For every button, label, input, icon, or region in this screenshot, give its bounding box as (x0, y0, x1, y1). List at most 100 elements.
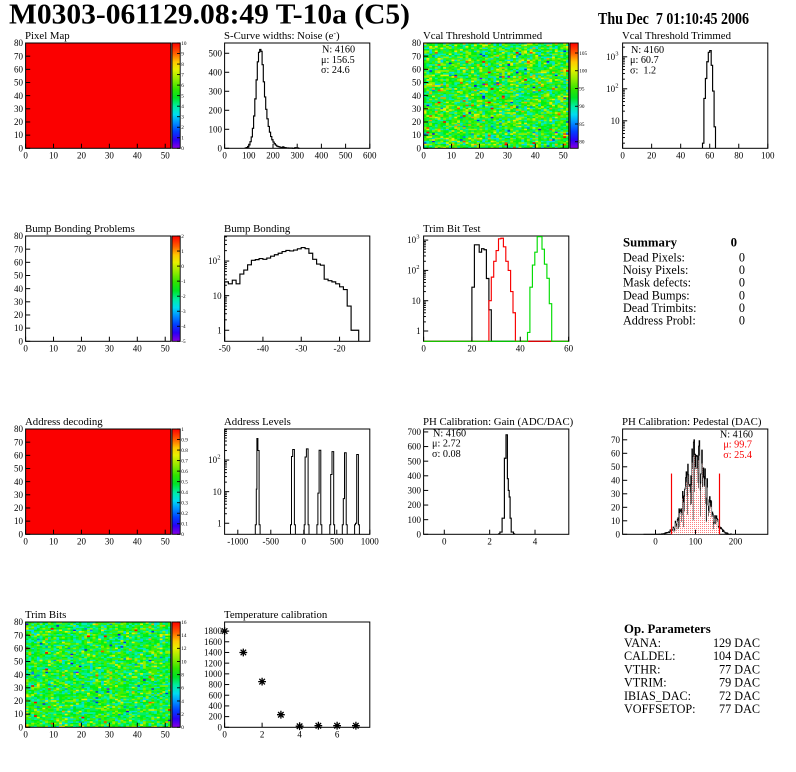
svg-text:N: 4160: N: 4160 (433, 429, 466, 440)
svg-text:100: 100 (579, 69, 587, 75)
svg-text:80: 80 (14, 231, 24, 241)
svg-text:200: 200 (408, 500, 422, 510)
svg-text:20: 20 (77, 151, 87, 161)
svg-text:VTRIM:: VTRIM: (624, 676, 667, 690)
svg-text:0: 0 (23, 151, 28, 161)
svg-text:1200: 1200 (204, 658, 223, 668)
svg-text:Pixel Map: Pixel Map (25, 30, 70, 42)
svg-text:Bump Bonding Problems: Bump Bonding Problems (25, 223, 135, 235)
svg-text:1: 1 (416, 326, 421, 336)
svg-text:0: 0 (417, 143, 422, 153)
svg-text:Thu Dec 7 01:10:45 2006: Thu Dec 7 01:10:45 2006 (598, 9, 749, 28)
svg-text:0: 0 (181, 725, 184, 731)
svg-text:4: 4 (181, 104, 184, 110)
svg-text:100: 100 (242, 151, 256, 161)
svg-text:600: 600 (408, 442, 422, 452)
svg-text:Summary: Summary (623, 236, 678, 250)
svg-text:0.7: 0.7 (181, 458, 188, 464)
svg-text:10: 10 (412, 296, 422, 306)
svg-text:1: 1 (181, 427, 184, 433)
svg-text:60: 60 (14, 643, 24, 653)
svg-text:200: 200 (209, 712, 223, 722)
svg-text:30: 30 (105, 344, 115, 354)
svg-text:40: 40 (133, 151, 143, 161)
svg-text:0: 0 (739, 288, 745, 302)
svg-text:70: 70 (14, 630, 24, 640)
svg-text:60: 60 (412, 64, 422, 74)
svg-text:30: 30 (611, 489, 621, 499)
svg-text:Temperature calibration: Temperature calibration (224, 609, 328, 621)
svg-text:1800: 1800 (204, 626, 223, 636)
svg-text:600: 600 (209, 690, 223, 700)
svg-text:20: 20 (475, 151, 485, 161)
svg-text:80: 80 (734, 151, 744, 161)
svg-text:400: 400 (209, 701, 223, 711)
svg-text:-50: -50 (219, 344, 231, 354)
svg-text:400: 400 (209, 67, 223, 77)
svg-text:9: 9 (181, 51, 184, 57)
svg-text:0: 0 (19, 722, 24, 732)
svg-text:1: 1 (217, 518, 222, 528)
svg-text:1: 1 (217, 325, 222, 335)
svg-text:40: 40 (14, 670, 24, 680)
svg-text:10: 10 (611, 516, 621, 526)
svg-text:40: 40 (516, 344, 526, 354)
svg-text:-30: -30 (295, 344, 307, 354)
svg-text:-1000: -1000 (227, 537, 248, 547)
svg-text:40: 40 (133, 730, 143, 740)
svg-text:0: 0 (181, 146, 184, 152)
svg-text:μ: 2.72: μ: 2.72 (432, 439, 461, 450)
svg-text:100: 100 (761, 151, 775, 161)
svg-text:0: 0 (19, 143, 24, 153)
svg-text:-2: -2 (181, 294, 186, 300)
svg-text:400: 400 (408, 471, 422, 481)
svg-text:20: 20 (77, 730, 87, 740)
svg-text:100: 100 (689, 537, 703, 547)
svg-text:77 DAC: 77 DAC (719, 662, 760, 676)
svg-text:0: 0 (739, 301, 745, 315)
svg-text:2: 2 (416, 264, 419, 271)
svg-text:0: 0 (19, 336, 24, 346)
svg-text:30: 30 (14, 104, 24, 114)
svg-text:10: 10 (213, 487, 223, 497)
svg-text:70: 70 (611, 435, 621, 445)
svg-text:50: 50 (559, 151, 569, 161)
svg-text:4: 4 (533, 537, 538, 547)
svg-text:3: 3 (615, 50, 618, 57)
svg-text:PH Calibration: Gain (ADC/DAC): PH Calibration: Gain (ADC/DAC) (423, 416, 574, 428)
svg-text:-3: -3 (181, 309, 186, 315)
svg-text:60: 60 (705, 151, 715, 161)
svg-text:20: 20 (412, 117, 422, 127)
svg-text:10: 10 (606, 84, 616, 94)
svg-text:Vcal Threshold Untrimmed: Vcal Threshold Untrimmed (423, 30, 543, 42)
svg-text:20: 20 (647, 151, 657, 161)
svg-text:200: 200 (729, 537, 743, 547)
svg-text:50: 50 (14, 657, 24, 667)
svg-text:40: 40 (14, 91, 24, 101)
svg-text:N: 4160: N: 4160 (322, 45, 355, 56)
svg-text:0.1: 0.1 (181, 522, 188, 528)
svg-text:10: 10 (412, 130, 422, 140)
svg-text:0: 0 (181, 532, 184, 538)
svg-text:40: 40 (14, 284, 24, 294)
svg-text:Op. Parameters: Op. Parameters (624, 622, 711, 636)
svg-text:0: 0 (739, 251, 745, 265)
svg-text:μ: 60.7: μ: 60.7 (630, 55, 659, 66)
svg-text:80: 80 (412, 38, 422, 48)
svg-text:-5: -5 (181, 339, 186, 345)
svg-text:2: 2 (260, 730, 265, 740)
svg-text:0.9: 0.9 (181, 437, 188, 443)
svg-text:σ: 1.2: σ: 1.2 (630, 65, 656, 76)
svg-text:0: 0 (421, 344, 426, 354)
svg-text:500: 500 (408, 456, 422, 466)
svg-text:50: 50 (412, 78, 422, 88)
svg-text:40: 40 (676, 151, 686, 161)
svg-text:30: 30 (503, 151, 513, 161)
svg-text:105: 105 (579, 51, 587, 57)
svg-text:0: 0 (222, 730, 227, 740)
svg-text:600: 600 (363, 151, 377, 161)
svg-text:10: 10 (14, 516, 24, 526)
svg-text:70: 70 (14, 51, 24, 61)
svg-text:2: 2 (181, 234, 184, 240)
svg-text:10: 10 (213, 291, 223, 301)
